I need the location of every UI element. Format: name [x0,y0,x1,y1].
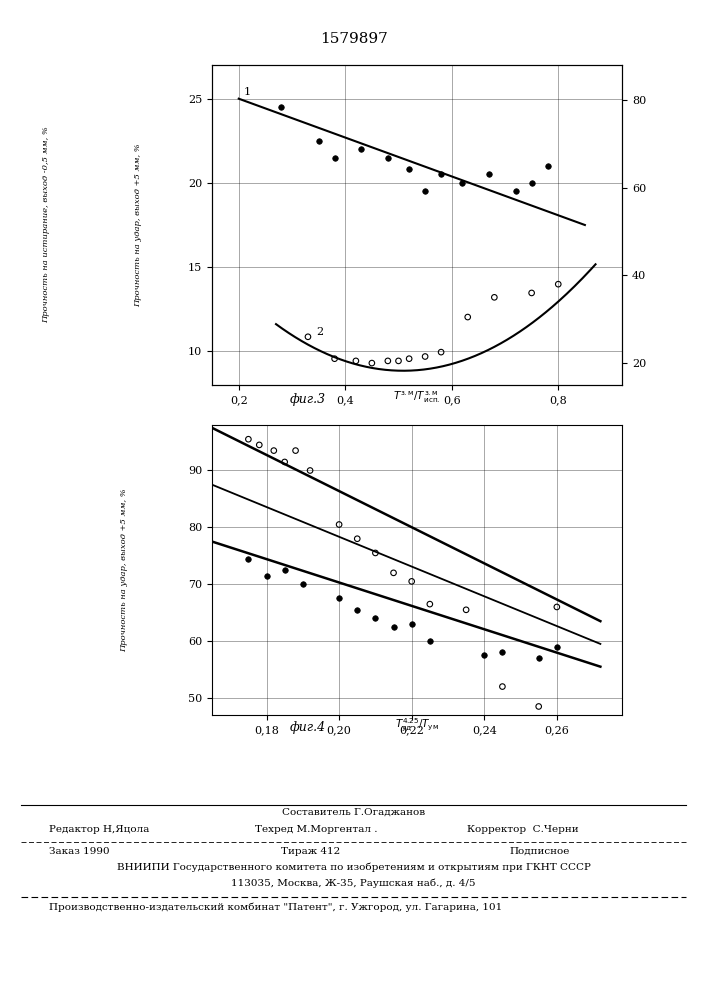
Point [329,150,340,166]
Point [404,351,415,367]
Point [551,599,563,615]
Text: Подписное: Подписное [509,847,569,856]
Point [334,517,345,533]
Point [497,679,508,695]
Point [370,545,381,561]
Point [497,644,508,660]
Point [356,141,367,157]
Text: Тираж 412: Тираж 412 [281,847,341,856]
Point [551,639,563,655]
Text: 113035, Москва, Ж-35, Раушская наб., д. 4/5: 113035, Москва, Ж-35, Раушская наб., д. … [231,879,476,888]
Point [406,616,417,632]
Point [243,431,254,447]
Text: фиг.4: фиг.4 [289,721,326,734]
Point [279,454,291,470]
Point [254,437,265,453]
Point [510,183,521,199]
Point [484,166,495,182]
Point [489,289,500,305]
Text: Заказ 1990: Заказ 1990 [49,847,110,856]
Point [297,576,308,592]
Point [261,568,272,584]
Point [526,175,537,191]
Point [329,351,340,367]
Text: 1: 1 [244,87,251,97]
Text: $T^{4.25}_{\mathsf{уд}}/T_{\mathsf{ум}}$: $T^{4.25}_{\mathsf{уд}}/T_{\mathsf{ум}}$ [395,717,439,734]
Point [553,276,564,292]
Text: 1579897: 1579897 [320,32,387,46]
Point [370,610,381,626]
Point [457,175,468,191]
Text: Прочность на удар, выход +5 мм, %: Прочность на удар, выход +5 мм, % [119,488,128,652]
Point [526,285,537,301]
Text: Производственно-издательский комбинат "Патент", г. Ужгород, ул. Гагарина, 101: Производственно-издательский комбинат "П… [49,902,503,912]
Point [268,443,279,459]
Point [382,353,394,369]
Point [303,329,314,345]
Point [276,99,287,115]
Point [279,562,291,578]
Text: $T^{\mathsf{з.м}}/T^{\mathsf{з.м}}_{\mathsf{исп.}}$: $T^{\mathsf{з.м}}/T^{\mathsf{з.м}}_{\mat… [394,390,440,405]
Point [436,166,447,182]
Point [243,551,254,567]
Point [382,150,394,166]
Point [436,344,447,360]
Text: 2: 2 [316,327,323,337]
Point [479,647,490,663]
Point [533,698,544,714]
Point [404,161,415,177]
Point [290,443,301,459]
Point [542,158,554,174]
Text: Составитель Г.Огаджанов: Составитель Г.Огаджанов [282,808,425,817]
Point [351,531,363,547]
Point [351,602,363,618]
Point [350,353,361,369]
Point [366,355,378,371]
Point [462,309,474,325]
Text: Техред М.Моргентал .: Техред М.Моргентал . [255,825,377,834]
Text: фиг.3: фиг.3 [289,393,326,406]
Point [388,565,399,581]
Point [419,349,431,365]
Point [406,573,417,589]
Point [533,650,544,666]
Point [393,353,404,369]
Text: Корректор  С.Черни: Корректор С.Черни [467,825,578,834]
Text: Редактор Н,Яцола: Редактор Н,Яцола [49,825,150,834]
Text: ВНИИПИ Государственного комитета по изобретениям и открытиям при ГКНТ СССР: ВНИИПИ Государственного комитета по изоб… [117,862,590,872]
Point [334,590,345,606]
Point [424,633,436,649]
Point [313,133,325,149]
Text: Прочность на удар, выход +5 мм, %: Прочность на удар, выход +5 мм, % [134,143,142,307]
Point [460,602,472,618]
Point [388,619,399,635]
Point [424,596,436,612]
Text: Прочность на истирание, выход -0,5 мм, %: Прочность на истирание, выход -0,5 мм, % [42,127,50,323]
Point [419,183,431,199]
Point [305,462,316,478]
